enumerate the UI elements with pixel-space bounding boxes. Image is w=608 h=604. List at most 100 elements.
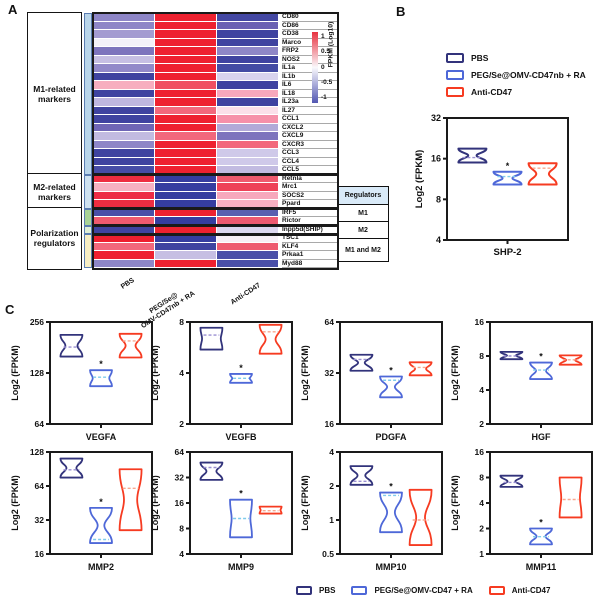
row-group-strip [84, 225, 92, 234]
heatmap-cell [93, 191, 154, 199]
heatmap-row [93, 30, 278, 39]
row-group-strip [84, 13, 92, 175]
heatmap-cell [217, 98, 278, 106]
legend-item: PEG/Se@OMV-CD47nb + RA [446, 69, 586, 81]
heatmap-row [93, 140, 278, 149]
heatmap-cell [217, 174, 278, 182]
heatmap-cell [155, 200, 216, 208]
gene-label: IL27 [282, 107, 337, 115]
colorbar-tick-label: 0 [321, 63, 325, 71]
heatmap-row [93, 217, 278, 226]
gene-label: IRF5 [282, 209, 337, 217]
gene-label: CCL1 [282, 115, 337, 124]
x-axis-label: VEGFA [86, 432, 117, 442]
heatmap-cell [217, 30, 278, 38]
heatmap-grid [93, 13, 278, 268]
gene-label: IL23a [282, 98, 337, 107]
gene-label: Inpp5d(SHIP) [282, 226, 337, 234]
legend-swatch [488, 585, 505, 595]
row-group-label-box: M1-related markers [27, 11, 82, 176]
y-tick-label: 1 [479, 549, 484, 559]
heatmap-cell [155, 30, 216, 38]
heatmap-row [93, 81, 278, 90]
row-group-strip [84, 174, 92, 209]
heatmap-cell [93, 242, 154, 250]
heatmap-cell [217, 21, 278, 29]
x-axis-label: MMP2 [88, 562, 114, 572]
legend-label: PEG/Se@OMV-CD47 + RA [374, 585, 473, 595]
heatmap-cell [155, 251, 216, 259]
heatmap-col-label-anticd47: Anti-CD47 [229, 282, 262, 307]
y-axis-label: Log2 (FPKM) [300, 475, 310, 531]
heatmap-row [93, 38, 278, 47]
heatmap-row [93, 64, 278, 73]
legend-item: PBS [296, 584, 335, 596]
y-tick-label: 32 [35, 515, 45, 525]
violin-PDGFA-series-1 [379, 375, 403, 399]
heatmap-col-label-pbs: PBS [119, 277, 136, 291]
gene-label: CXCL9 [282, 132, 337, 141]
gene-label: TSC1 [282, 234, 337, 243]
heatmap-cell [155, 149, 216, 157]
heatmap-cell [155, 81, 216, 89]
row-group-strip [84, 208, 92, 226]
heatmap-cell [155, 166, 216, 174]
violin-MMP11-series-2 [558, 476, 583, 519]
violin-SHP-2-series-2 [527, 162, 558, 186]
heatmap-row [93, 225, 278, 234]
heatmap-cell [155, 55, 216, 63]
y-tick-label: 16 [35, 549, 45, 559]
legend-item: PEG/Se@OMV-CD47 + RA [351, 584, 473, 596]
heatmap-cell [93, 55, 154, 63]
gene-label: Rictor [282, 217, 337, 226]
y-tick-label: 64 [35, 419, 45, 429]
heatmap-cell [155, 47, 216, 55]
heatmap-cell [217, 208, 278, 216]
heatmap-cell [155, 89, 216, 97]
heatmap-row [93, 259, 278, 268]
heatmap-cell [93, 200, 154, 208]
heatmap-row [93, 251, 278, 260]
heatmap-row [93, 242, 278, 251]
row-group-label-line: regulators [33, 238, 76, 249]
heatmap-cell [93, 183, 154, 191]
heatmap-cell [93, 132, 154, 140]
colorbar-gradient [312, 32, 318, 103]
heatmap-row [93, 183, 278, 192]
gene-label: CD38 [282, 30, 337, 39]
violin-plot-VEGFB: 8 4 2 VEGFB Log2 (FPKM) * [150, 317, 293, 442]
regulators-table-row-m1: M1 [338, 205, 388, 222]
x-axis-label: HGF [532, 432, 552, 442]
gene-label: FRP2 [282, 47, 337, 56]
violin-VEGFA-series-1 [89, 369, 113, 388]
heatmap-cell [93, 98, 154, 106]
violin-VEGFB-series-0 [199, 326, 224, 351]
violin-PDGFA-series-0 [349, 353, 374, 372]
heatmap-cell [93, 72, 154, 80]
y-tick-label: 8 [436, 194, 441, 204]
violin-MMP2-series-1 [89, 506, 113, 544]
heatmap-row [93, 174, 278, 183]
violin-VEGFA-series-0 [59, 333, 84, 358]
regulators-table: Regulators M1 M2 M1 and M2 [337, 186, 389, 262]
significance-star: * [239, 363, 243, 373]
heatmap-row [93, 191, 278, 200]
significance-star: * [539, 518, 543, 528]
heatmap-cell [93, 123, 154, 131]
heatmap-cell [93, 13, 154, 21]
x-axis-label: MMP11 [526, 562, 557, 572]
heatmap-row [93, 72, 278, 81]
legend-label: PEG/Se@OMV-CD47nb + RA [471, 70, 586, 80]
y-tick-label: 4 [179, 368, 184, 378]
significance-star: * [99, 359, 103, 369]
gene-label: SOCS2 [282, 192, 337, 200]
heatmap-cell [217, 259, 278, 267]
heatmap-cell [217, 55, 278, 63]
heatmap-cell [217, 13, 278, 21]
y-tick-label: 128 [30, 368, 44, 378]
heatmap-cell [217, 217, 278, 225]
y-axis-label: Log2 (FPKM) [150, 345, 160, 401]
y-tick-label: 16 [475, 447, 485, 457]
y-tick-label: 16 [325, 419, 335, 429]
x-axis-label: VEGFB [225, 432, 257, 442]
